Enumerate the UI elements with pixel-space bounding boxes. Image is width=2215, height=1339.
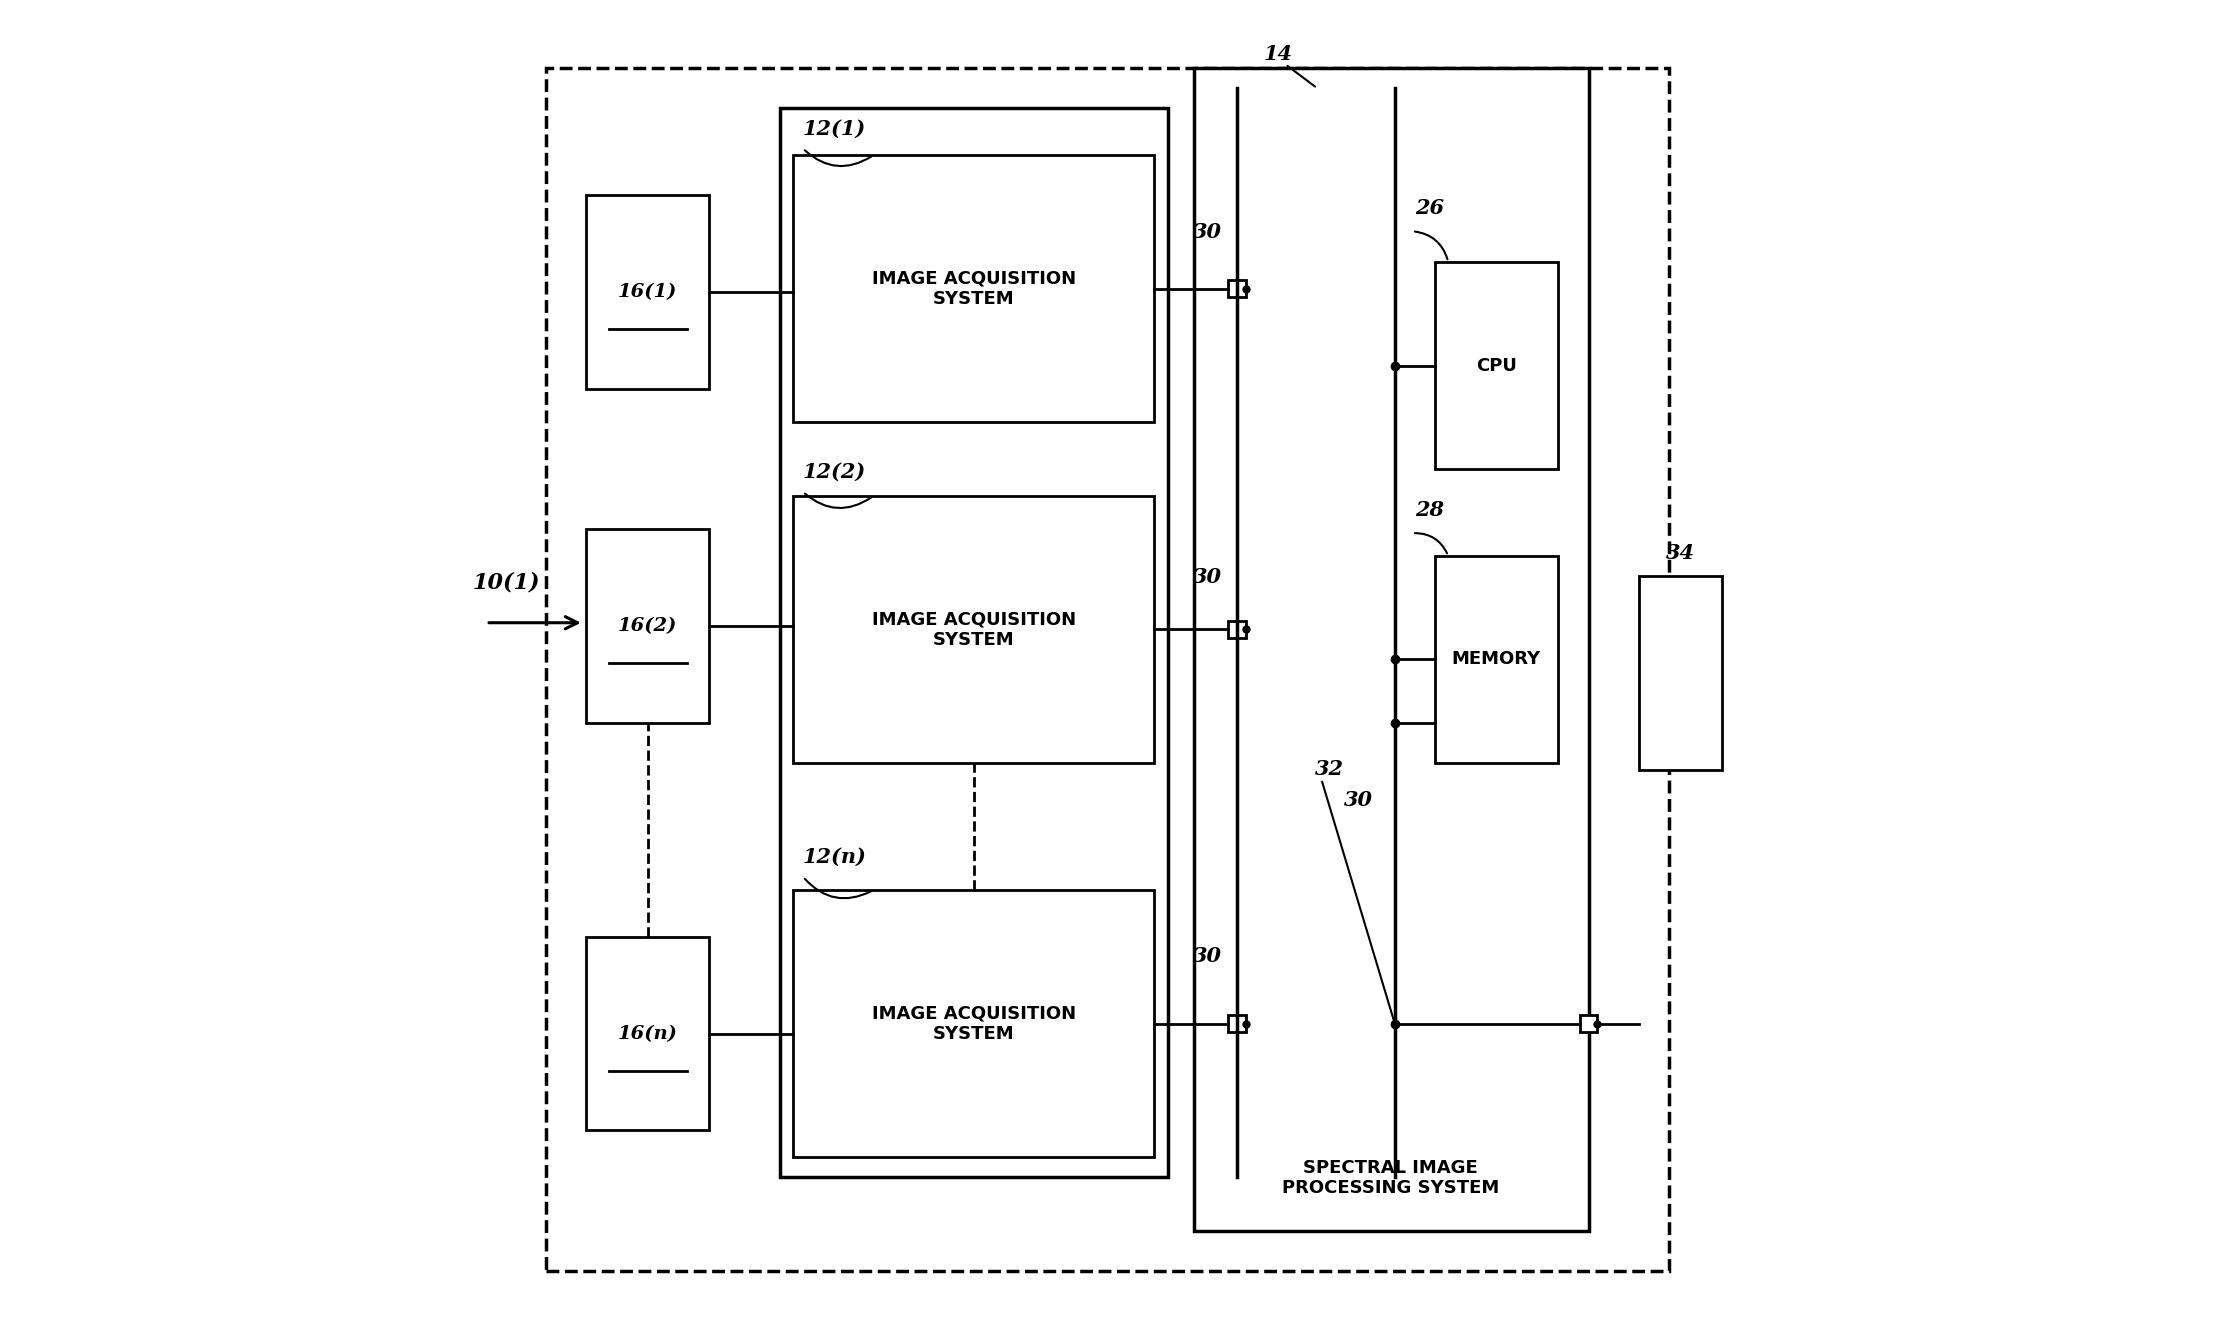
Text: 30: 30	[1194, 222, 1223, 242]
Bar	[793, 155, 1154, 422]
Text: 28: 28	[1415, 499, 1444, 520]
Bar	[1229, 280, 1245, 297]
Bar	[547, 68, 1668, 1271]
Text: IMAGE ACQUISITION
SYSTEM: IMAGE ACQUISITION SYSTEM	[873, 269, 1076, 308]
Bar	[587, 529, 709, 723]
Text: IMAGE ACQUISITION
SYSTEM: IMAGE ACQUISITION SYSTEM	[873, 1004, 1076, 1043]
Bar	[1194, 68, 1588, 1231]
Text: 12(n): 12(n)	[802, 846, 866, 866]
Text: 26: 26	[1415, 198, 1444, 218]
Bar	[587, 937, 709, 1130]
Bar	[1639, 576, 1721, 770]
Text: 12(2): 12(2)	[802, 462, 866, 482]
Text: IMAGE ACQUISITION
SYSTEM: IMAGE ACQUISITION SYSTEM	[873, 611, 1076, 649]
Text: MEMORY: MEMORY	[1451, 651, 1542, 668]
Bar	[1229, 621, 1245, 639]
Bar	[587, 195, 709, 388]
Text: 10(1): 10(1)	[472, 572, 540, 593]
Text: 16(2): 16(2)	[618, 617, 678, 635]
Bar	[1579, 1015, 1597, 1032]
Text: 34: 34	[1666, 542, 1694, 562]
Bar	[793, 890, 1154, 1157]
Text: 14: 14	[1265, 44, 1294, 64]
Bar	[780, 108, 1167, 1177]
Bar	[793, 495, 1154, 763]
Text: CPU: CPU	[1475, 356, 1517, 375]
Text: 16(1): 16(1)	[618, 283, 678, 301]
Bar	[1229, 1015, 1245, 1032]
Text: 32: 32	[1316, 759, 1345, 779]
Bar	[1435, 262, 1557, 469]
Text: 16(n): 16(n)	[618, 1024, 678, 1043]
Bar	[1435, 556, 1557, 763]
Text: SPECTRAL IMAGE
PROCESSING SYSTEM: SPECTRAL IMAGE PROCESSING SYSTEM	[1282, 1158, 1500, 1197]
Text: 30: 30	[1194, 947, 1223, 967]
Text: 12(1): 12(1)	[802, 118, 866, 138]
Text: 30: 30	[1345, 790, 1373, 810]
Text: 30: 30	[1194, 566, 1223, 586]
